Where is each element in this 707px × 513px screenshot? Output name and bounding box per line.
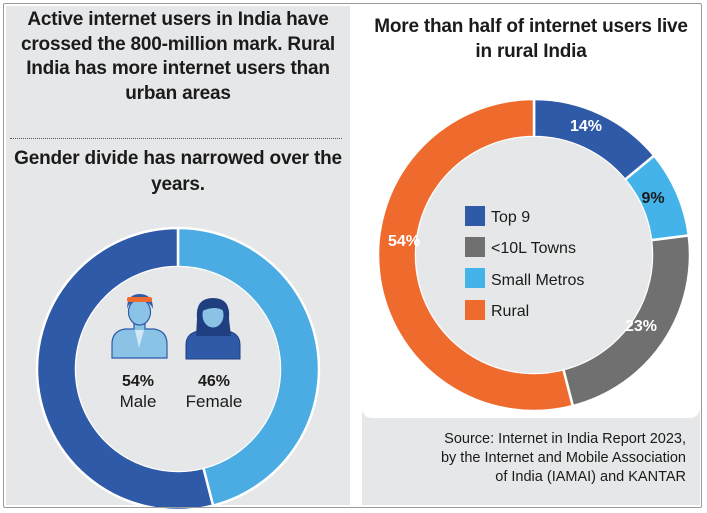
man-icon xyxy=(111,294,168,359)
legend-swatch-rural xyxy=(465,300,485,320)
legend-swatch-top9 xyxy=(465,206,485,226)
source-note: Source: Internet in India Report 2023, b… xyxy=(366,430,686,487)
legend-label-metros: Small Metros xyxy=(491,272,584,289)
outer-frame xyxy=(3,3,702,508)
rural-legend xyxy=(465,206,485,320)
gender-chart-title: Gender divide has narrowed over the year… xyxy=(14,148,342,195)
towns-percent-label: 23% xyxy=(625,318,657,335)
source-line-2: by the Internet and Mobile Association xyxy=(440,450,686,466)
legend-label-towns: <10L Towns xyxy=(491,240,576,257)
woman-icon xyxy=(185,298,241,360)
top9-percent-label: 14% xyxy=(570,118,602,135)
rural-percent-label: 54% xyxy=(388,233,420,250)
legend-label-top9: Top 9 xyxy=(491,209,530,226)
section-divider xyxy=(10,138,342,139)
source-line-3: of India (IAMAI) and KANTAR xyxy=(495,469,686,485)
male-percent-label: 54% xyxy=(122,373,154,390)
female-label: Female xyxy=(186,392,243,411)
main-heading: Active internet users in India have cros… xyxy=(20,9,335,104)
source-line-1: Source: Internet in India Report 2023, xyxy=(444,431,686,447)
metros-percent-label: 9% xyxy=(641,190,664,207)
rural-chart-title: More than half of internet users live in… xyxy=(374,16,688,62)
legend-label-rural: Rural xyxy=(491,303,529,320)
legend-swatch-metros xyxy=(465,268,485,288)
legend-swatch-towns xyxy=(465,237,485,257)
female-percent-label: 46% xyxy=(198,373,230,390)
male-label: Male xyxy=(120,392,157,411)
